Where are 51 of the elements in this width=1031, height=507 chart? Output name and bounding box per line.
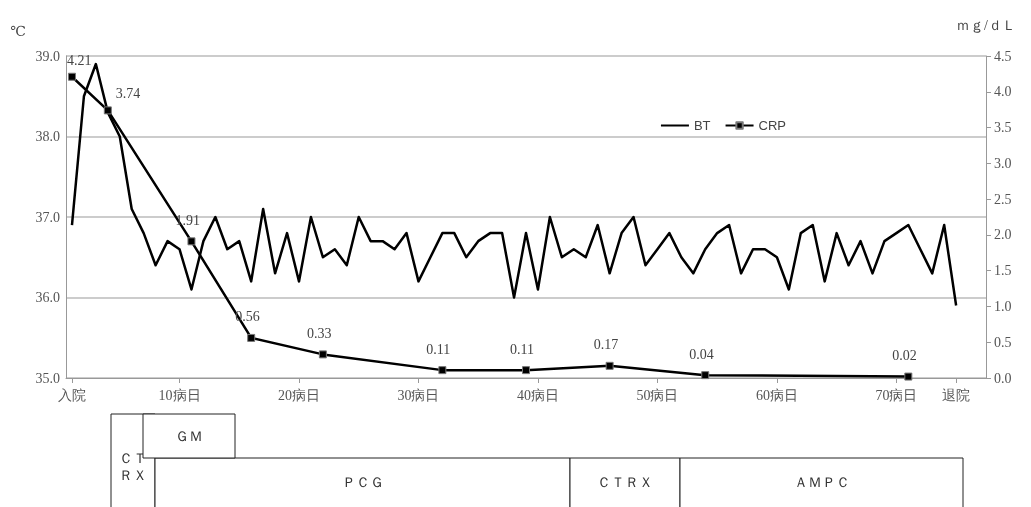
text: ＣＴＲＸ bbox=[597, 475, 653, 490]
y2-tick-label: 1.5 bbox=[994, 263, 1012, 279]
y2-axis-title: ｍｇ/ｄＬ bbox=[956, 17, 1016, 33]
y-tick-label: 38.0 bbox=[35, 129, 60, 144]
y2-tick-label: 2.5 bbox=[994, 191, 1012, 207]
x-tick-label: 50病日 bbox=[636, 387, 679, 403]
x-tick-label: 70病日 bbox=[875, 387, 918, 403]
y-tick-label: 35.0 bbox=[35, 370, 60, 386]
y-axis-title: ℃ bbox=[10, 23, 26, 39]
x-tick-label: 入院 bbox=[57, 387, 86, 403]
x-tick-label: 10病日 bbox=[158, 387, 201, 403]
text: ＣＴＲＸ bbox=[119, 451, 147, 483]
x-tick-label: 60病日 bbox=[755, 387, 798, 403]
point bbox=[904, 372, 913, 381]
y2-tick-label: 3.5 bbox=[994, 120, 1012, 136]
y-tick-label: 37.0 bbox=[35, 209, 60, 225]
data-label: 0.17 bbox=[593, 337, 619, 353]
y-tick-label: 36.0 bbox=[35, 290, 60, 305]
y2-tick-label: 0.5 bbox=[994, 334, 1012, 350]
x-tick-label: 30病日 bbox=[397, 387, 440, 403]
y2-tick-label: 3.0 bbox=[994, 155, 1012, 171]
point bbox=[103, 106, 112, 115]
data-label: 4.21 bbox=[66, 53, 92, 69]
y2-tick-label: 4.5 bbox=[994, 48, 1012, 64]
text: ＡＭＰＣ bbox=[793, 475, 850, 490]
point bbox=[187, 237, 196, 246]
point bbox=[522, 366, 530, 375]
data-label: 3.74 bbox=[115, 85, 141, 101]
x-tick-label: 退院 bbox=[942, 387, 971, 403]
point bbox=[438, 366, 447, 375]
y2-tick-label: 4.0 bbox=[994, 84, 1012, 100]
y-tick-label: 39.0 bbox=[35, 48, 60, 64]
point bbox=[247, 333, 256, 342]
text: ＰＣＧ bbox=[341, 475, 384, 490]
legend-label: BT bbox=[693, 118, 711, 133]
data-label: 0.04 bbox=[689, 346, 714, 362]
data-label: 0.11 bbox=[426, 341, 451, 357]
data-label: 0.11 bbox=[510, 341, 534, 357]
y2-tick-label: 0.0 bbox=[994, 370, 1012, 386]
x-tick-label: 20病日 bbox=[277, 387, 320, 403]
point bbox=[605, 361, 614, 370]
point bbox=[67, 72, 76, 81]
x-tick-label: 40病日 bbox=[516, 387, 559, 403]
legend-label: CRP bbox=[758, 118, 787, 133]
data-label: 0.33 bbox=[306, 325, 332, 341]
point bbox=[318, 350, 327, 359]
y2-tick-label: 2.0 bbox=[994, 227, 1012, 243]
text: ＧＭ bbox=[175, 428, 203, 444]
point bbox=[701, 371, 710, 380]
y2-tick-label: 1.0 bbox=[994, 298, 1012, 314]
data-label: 0.02 bbox=[892, 348, 917, 364]
